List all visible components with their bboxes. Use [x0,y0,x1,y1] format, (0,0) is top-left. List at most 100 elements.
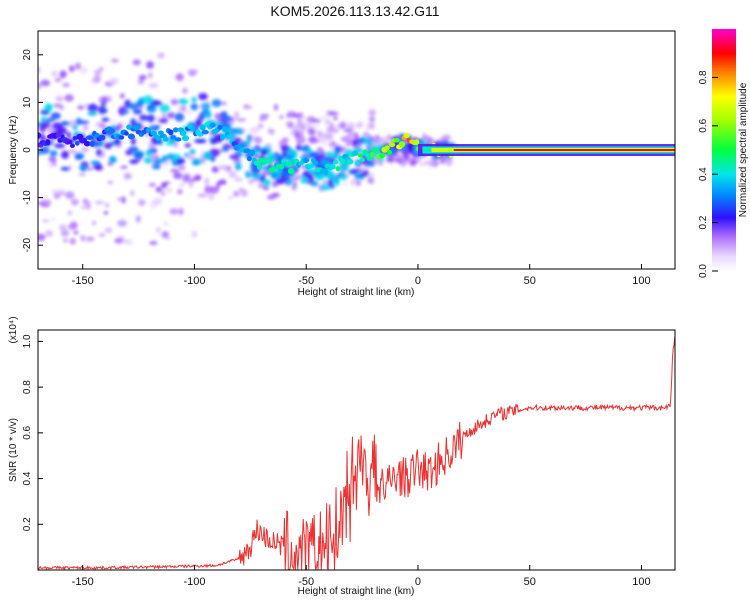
spectrogram-noise-blob [343,129,353,133]
spectrogram-signal-blob [223,115,231,121]
ridge-point [38,132,42,139]
ridge-point [132,124,140,130]
spectrogram-noise-blob [291,183,297,191]
spectrogram-signal-blob [314,154,325,160]
spectrogram-noise-blob [77,105,84,110]
ridge-point [57,137,63,143]
spectrogram-noise-blob [442,134,452,142]
spectrogram-noise-blob [104,227,113,234]
spectrogram-noise-blob [178,207,184,216]
spectrogram-signal-blob [191,96,197,103]
spectrogram-noise-blob [38,233,46,241]
ridge-point [181,135,190,142]
ridge-point [413,139,420,146]
spectrogram-noise-blob [166,187,173,193]
spectrogram-signal-blob [166,153,175,161]
spectrogram-noise-blob [342,182,349,187]
ridge-band-peak [453,149,675,151]
spectrogram-signal-blob [165,140,176,146]
spectrogram-noise-blob [62,238,69,243]
spectrogram-ridge [38,121,675,176]
spectrogram-signal-blob [143,157,153,164]
ridge-point [256,163,262,170]
ridge-point [339,158,347,165]
spectrogram-noise-blob [375,134,380,140]
spectrogram-noise-blob [248,179,254,185]
spectrogram-signal-blob [184,143,191,148]
x-tick-label: 100 [632,275,650,287]
ridge-point [357,153,363,158]
ridge-point [379,152,386,159]
spectrogram-x-ticks: -150 -100 -50 0 50 100 [72,264,651,287]
spectrogram-noise-blob [181,104,186,112]
spectrogram-noise-blob [51,189,58,194]
x-tick-label: -100 [183,576,205,588]
spectrogram-signal-blob [108,155,116,164]
ridge-point [217,124,223,130]
spectrogram-noise-blob [243,103,249,108]
spectrogram-noise-blob [312,139,322,143]
spectrogram-noise-blob [340,124,346,130]
spectrogram-signal-blob [103,142,113,150]
spectrogram-noise-blob [287,124,295,129]
spectrogram-signal-blob [363,169,369,177]
spectrogram-signal-blob [39,146,50,155]
x-tick-label: 50 [524,275,536,287]
spectrogram-signal-blob [275,176,285,185]
spectrogram-signal-blob [333,150,340,160]
spectrogram-noise-blob [207,192,215,200]
spectrogram-noise-blob [178,105,183,113]
y-tick-label: 0.8 [22,380,33,394]
spectrogram-noise-blob [121,196,126,204]
ridge-point [209,122,216,128]
ridge-point [146,127,152,134]
spectrogram-x-label: Height of straight line (km) [298,287,415,298]
spectrogram-signal-blob [145,149,153,157]
spectrogram-noise-blob [116,197,124,201]
spectrogram-signal-blob [327,178,334,188]
figure-title: KOM5.2026.113.13.42.G11 [270,3,440,19]
ridge-point [119,135,125,140]
snr-series-line [38,336,675,570]
ridge-point [86,135,94,141]
spectrogram-noise-blob [444,157,453,165]
ridge-point [398,141,406,148]
ridge-point [108,128,116,134]
spectrogram-signal-blob [79,165,88,172]
y-tick-label: 1.0 [22,334,33,348]
spectrogram-signal-blob [261,165,269,172]
y-tick-label: 0.6 [22,425,33,439]
ridge-point [226,134,234,139]
spectrogram-noise-blob [177,188,183,195]
spectrogram-signal-blob [184,153,190,157]
spectrogram-noise-blob [149,240,158,246]
spectrogram-signal-blob [338,163,349,173]
x-tick-label: -150 [72,275,94,287]
ridge-point [67,139,73,145]
x-tick-label: -150 [72,576,94,588]
spectrogram-noise-blob [368,116,376,123]
spectrogram-noise-blob [153,197,163,205]
spectrogram-noise-blob [65,191,75,200]
spectrogram-signal-blob [132,108,143,115]
spectrogram-noise-blob [298,112,304,118]
spectrogram-noise-blob [40,79,51,87]
spectrogram-signal-blob [190,103,199,111]
ridge-point [155,135,162,141]
spectrogram-noise-blob [346,121,355,130]
spectrogram-signal-blob [310,181,319,187]
x-tick-label: 0 [415,275,421,287]
spectrogram-noise-blob [60,229,70,237]
spectrogram-signal-blob [354,171,360,180]
spectrogram-noise-blob [257,123,264,129]
spectrogram-noise-blob [204,186,211,194]
spectrogram-signal-blob [292,163,298,170]
ridge-point [355,161,361,166]
spectrogram-noise-blob [186,155,196,160]
ridge-point [352,150,359,156]
ridge-point [369,151,375,158]
spectrogram-signal-blob [300,176,309,184]
spectrogram-noise-blob [316,147,324,152]
